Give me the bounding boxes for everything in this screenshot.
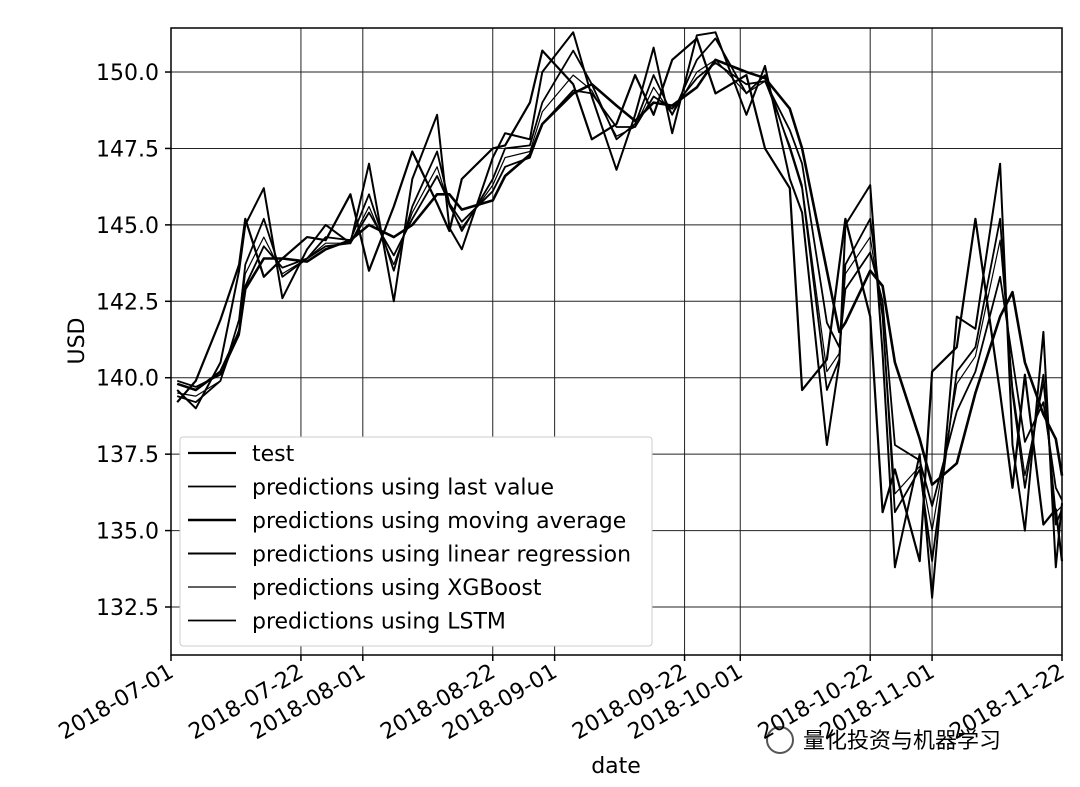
series-line: [177, 59, 1063, 532]
y-tick-label: 132.5: [96, 596, 159, 621]
watermark: 量化投资与机器学习: [803, 729, 1001, 754]
x-tick-label: 2018-07-01: [55, 659, 178, 745]
x-axis-label: date: [591, 754, 641, 779]
watermark-icon: [766, 726, 794, 754]
y-tick-label: 145.0: [96, 214, 159, 239]
y-tick-label: 150.0: [96, 61, 159, 86]
plot-frame: [170, 27, 1063, 656]
y-axis-label: USD: [65, 317, 90, 364]
legend-label: test: [252, 442, 295, 467]
y-tick-label: 137.5: [96, 443, 159, 468]
legend-label: predictions using LSTM: [252, 610, 506, 635]
legend-box: [179, 436, 653, 647]
legend-label: predictions using XGBoost: [252, 576, 542, 601]
y-tick-label: 135.0: [96, 520, 159, 545]
y-tick-label: 147.5: [96, 137, 159, 162]
y-tick-label: 142.5: [96, 290, 159, 315]
legend-label: predictions using last value: [252, 476, 554, 501]
x-tick-label: 2018-11-22: [946, 659, 1069, 745]
series-line: [176, 31, 1063, 599]
series-line: [176, 37, 1063, 562]
legend-label: predictions using linear regression: [252, 543, 631, 568]
y-tick-label: 140.0: [96, 367, 159, 392]
series-line: [176, 62, 1063, 508]
legend-label: predictions using moving average: [252, 509, 626, 534]
